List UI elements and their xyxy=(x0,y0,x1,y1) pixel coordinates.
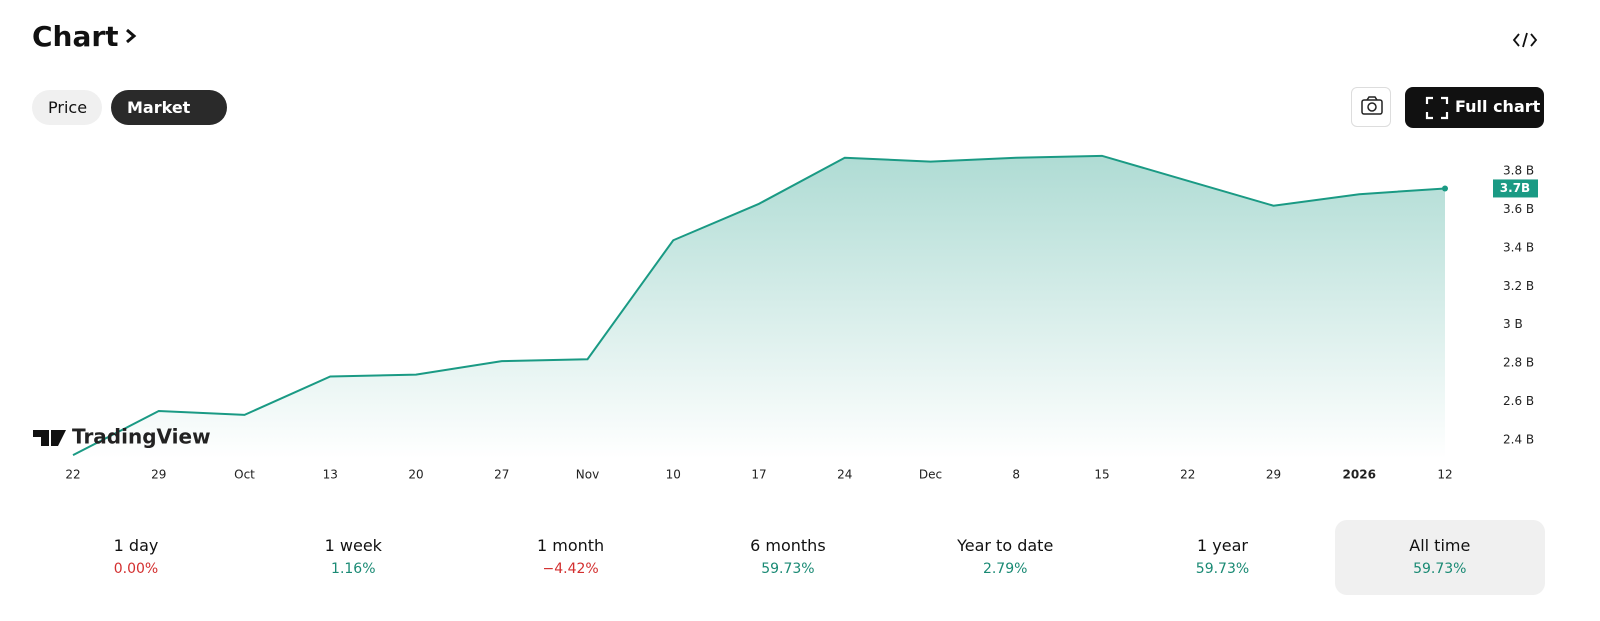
y-tick-label: 3 B xyxy=(1503,317,1523,331)
x-tick-label: 24 xyxy=(837,468,852,482)
performance-item[interactable]: 1 year 59.73% xyxy=(1118,520,1328,595)
change: 1.16% xyxy=(331,561,376,577)
tab-price[interactable]: Price xyxy=(32,90,102,125)
embed-icon[interactable] xyxy=(1512,30,1538,50)
change: −4.42% xyxy=(542,561,599,577)
y-tick-label: 2.8 B xyxy=(1503,356,1534,370)
area-fill xyxy=(73,155,1445,459)
x-tick-label: 10 xyxy=(666,468,681,482)
x-tick-label: 22 xyxy=(1180,468,1195,482)
y-tick-label: 2.6 B xyxy=(1503,394,1534,408)
line xyxy=(72,154,1446,457)
change: 59.73% xyxy=(1413,561,1467,577)
x-tick-label: 29 xyxy=(151,468,166,482)
y-tick-label: 3.6 B xyxy=(1503,202,1534,216)
full-chart-button[interactable]: Full chart xyxy=(1405,87,1544,128)
performance-item[interactable]: 1 week 1.16% xyxy=(248,520,458,595)
chart: 2.4 B 2.6 B 2.8 B 3 B 3.2 B 3.4 B 3.6 B 3.8 B 22… xyxy=(33,154,1538,482)
last-point xyxy=(1442,185,1448,192)
change: 59.73% xyxy=(761,561,815,577)
x-tick-label: Nov xyxy=(576,468,599,482)
period: 1 week xyxy=(324,536,382,555)
x-tick-label: 27 xyxy=(494,468,509,482)
performance-item[interactable]: Year to date 2.79% xyxy=(900,520,1110,595)
period: 1 year xyxy=(1197,536,1248,555)
value-badge xyxy=(1493,179,1538,198)
x-tick-label: Dec xyxy=(919,468,942,482)
x-tick-label: 20 xyxy=(408,468,423,482)
page-title[interactable]: Chart xyxy=(32,20,139,53)
y-tick-label: 3.4 B xyxy=(1503,240,1534,254)
x-tick-label: 17 xyxy=(751,468,766,482)
y-tick-label: 3.2 B xyxy=(1503,279,1534,293)
x-tick-label: 22 xyxy=(65,468,80,482)
period: 6 months xyxy=(750,536,826,555)
watermark: TradingView xyxy=(72,425,211,449)
performance-item[interactable]: 1 day 0.00% xyxy=(31,520,241,595)
x-tick-label: 15 xyxy=(1094,468,1109,482)
x-tick-label: Oct xyxy=(234,468,255,482)
x-tick-label: 13 xyxy=(323,468,338,482)
period: All time xyxy=(1409,536,1471,555)
period: Year to date xyxy=(957,536,1054,555)
x-tick-label: 2026 xyxy=(1343,468,1376,482)
tab-market-cap[interactable]: Market cap xyxy=(111,90,227,152)
chevron xyxy=(125,28,136,44)
change: 59.73% xyxy=(1195,561,1250,577)
period: 1 day xyxy=(113,536,159,555)
change: 0.00% xyxy=(113,561,159,577)
camera-icon xyxy=(1361,96,1383,115)
performance-item[interactable]: All time 59.73% xyxy=(1334,520,1545,595)
change: 2.79% xyxy=(982,561,1028,577)
performance-item[interactable]: 6 months 59.73% xyxy=(683,520,893,595)
x-tick-label: 29 xyxy=(1266,468,1281,482)
period: 1 month xyxy=(536,536,605,555)
full-chart-label: Full chart xyxy=(1455,97,1541,116)
value-label: 3.7B xyxy=(1500,181,1530,195)
y-tick-label: 3.8 B xyxy=(1503,164,1534,178)
title-text: Chart xyxy=(32,20,119,53)
x-tick-label: 8 xyxy=(1012,468,1020,482)
x-tick-label: 12 xyxy=(1437,468,1452,482)
screenshot-button[interactable] xyxy=(1351,87,1391,127)
tradingview-logo: TradingView xyxy=(33,425,211,449)
fullscreen-icon xyxy=(1425,96,1449,120)
y-tick-label: 2.4 B xyxy=(1503,432,1534,446)
logo-mark xyxy=(33,430,66,446)
performance-item[interactable]: 1 month −4.42% xyxy=(466,520,676,595)
